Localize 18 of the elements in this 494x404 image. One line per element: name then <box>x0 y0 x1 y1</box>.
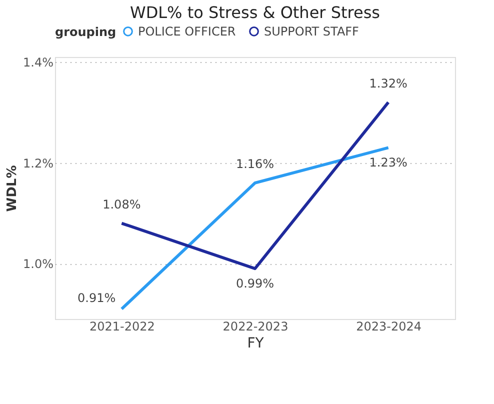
chart-title: WDL% to Stress & Other Stress <box>130 3 380 22</box>
legend-title: grouping <box>55 25 116 39</box>
legend-label: SUPPORT STAFF <box>264 24 360 38</box>
y-tick-label: 1.0% <box>23 257 54 272</box>
y-tick-label: 1.4% <box>23 56 54 70</box>
x-axis-title: FY <box>247 336 264 352</box>
y-tick-label: 1.2% <box>23 156 54 170</box>
x-tick-label: 2023-2024 <box>356 320 422 334</box>
data-label: 0.99% <box>236 276 274 291</box>
data-label: 1.32% <box>369 76 408 90</box>
y-axis-title: WDL% <box>5 165 20 212</box>
legend-label: POLICE OFFICER <box>138 24 236 38</box>
x-tick-label: 2021-2022 <box>89 320 155 334</box>
data-label: 0.91% <box>78 290 116 305</box>
data-label: 1.23% <box>369 156 408 170</box>
data-label: 1.08% <box>102 197 141 212</box>
data-label: 1.16% <box>236 156 274 171</box>
x-tick-label: 2022-2023 <box>222 320 288 334</box>
